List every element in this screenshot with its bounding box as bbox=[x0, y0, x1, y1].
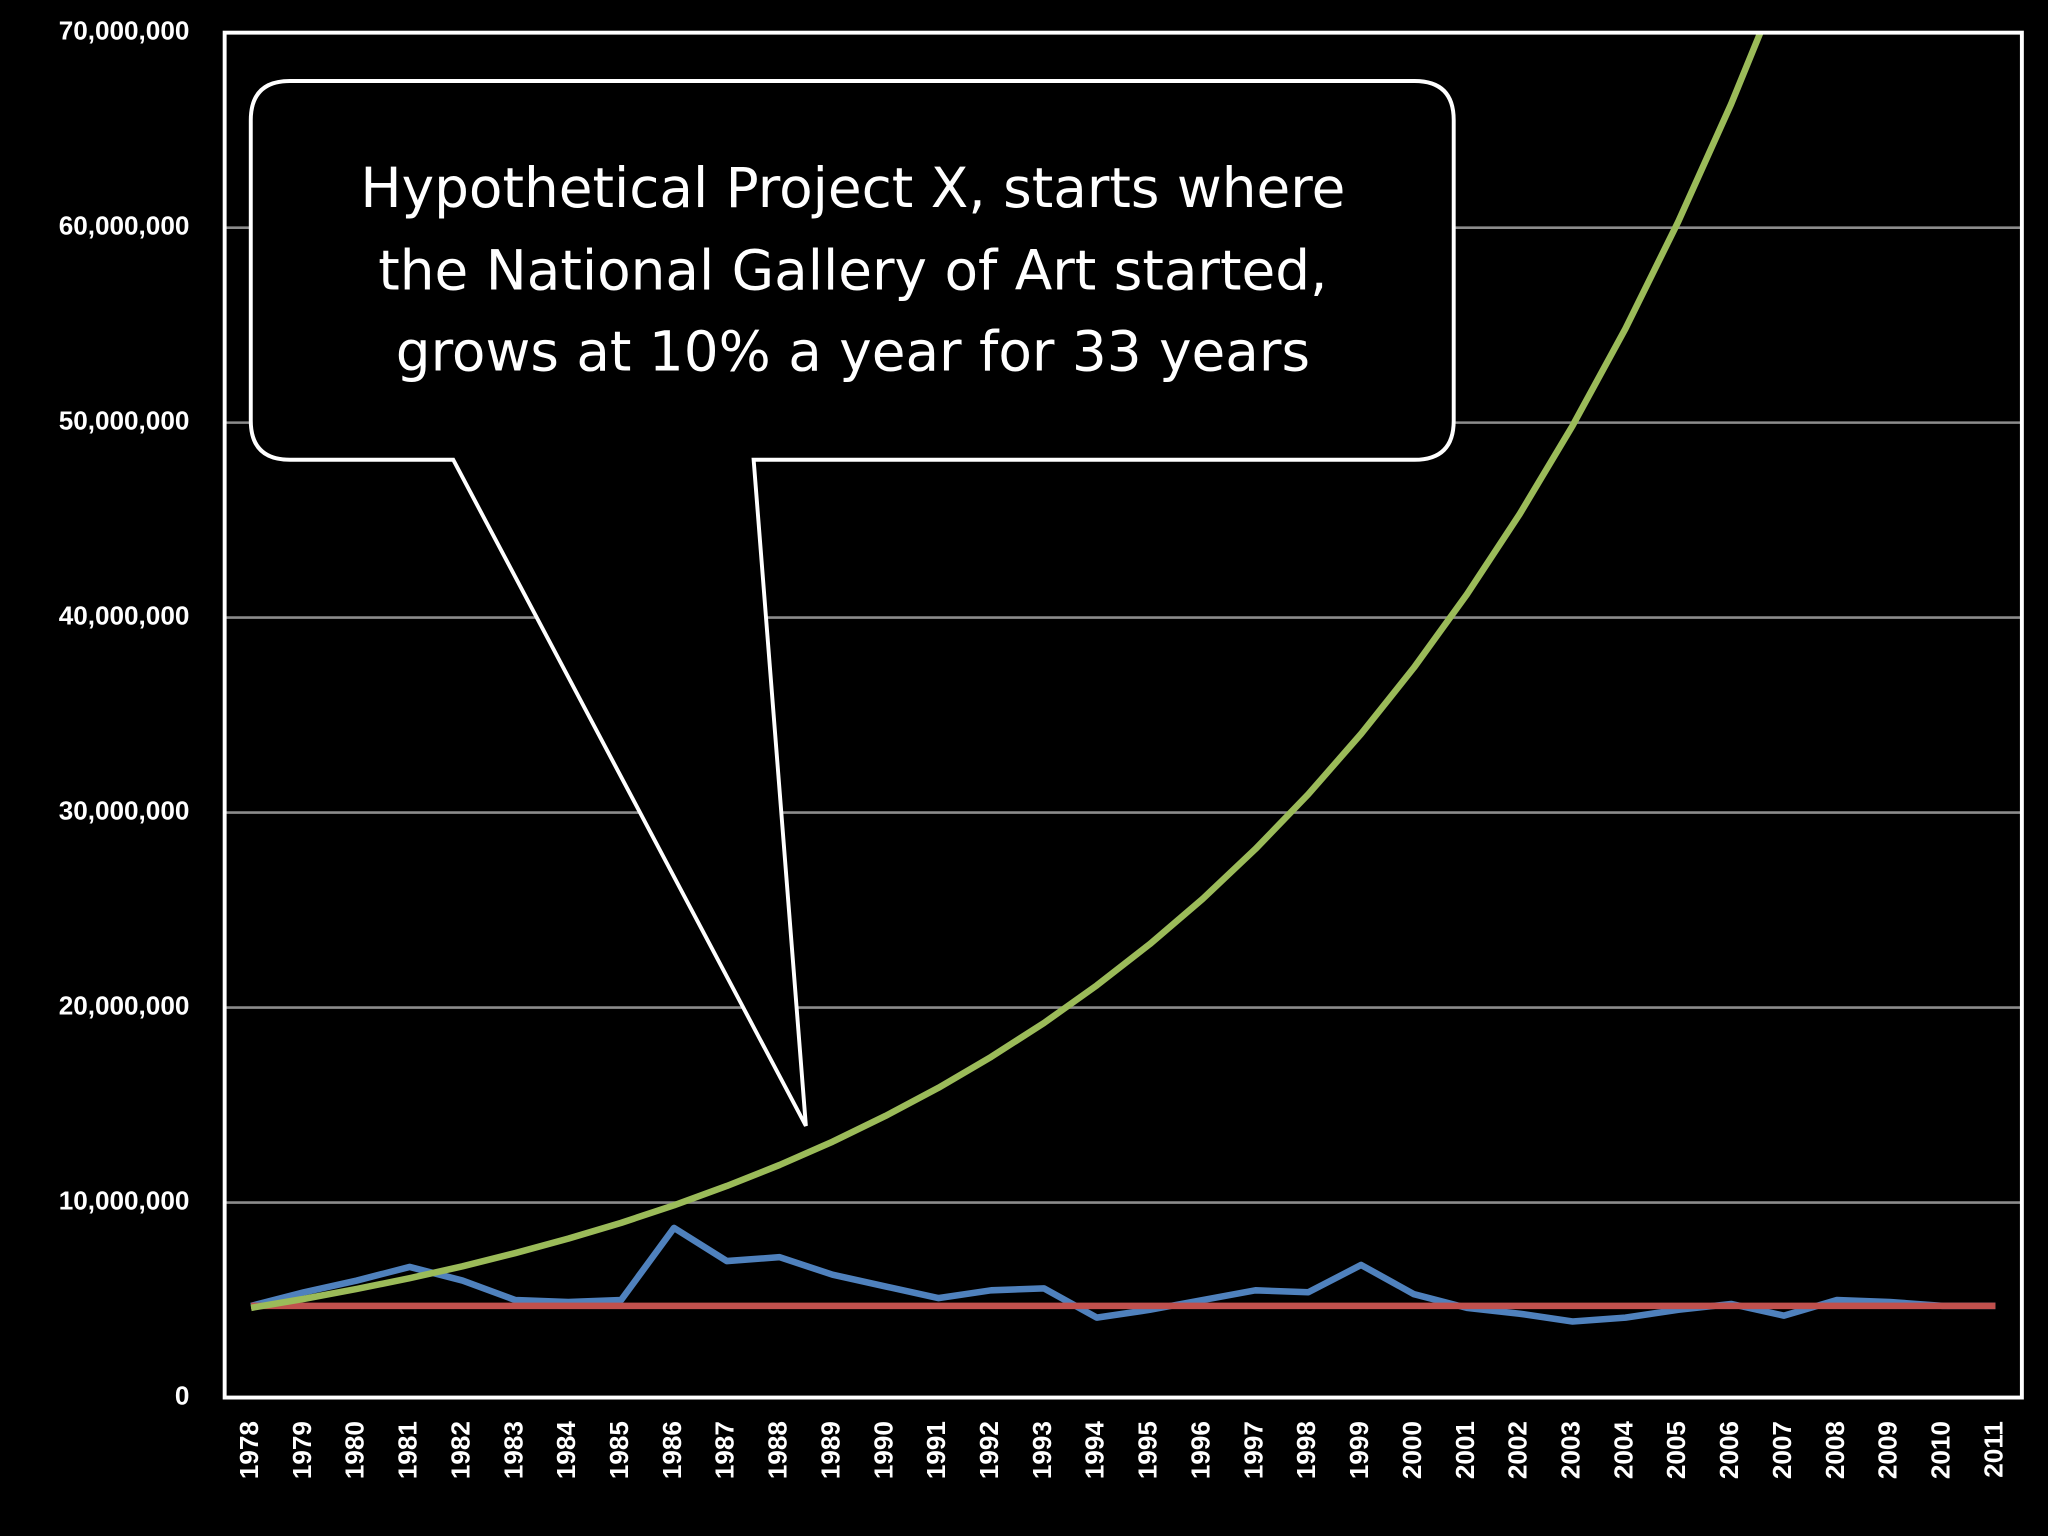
x-tick-label: 2003 bbox=[1555, 1421, 1585, 1479]
x-tick-label: 1986 bbox=[657, 1421, 687, 1479]
x-tick-label: 2009 bbox=[1873, 1421, 1903, 1479]
annotation-line: grows at 10% a year for 33 years bbox=[396, 319, 1310, 383]
x-tick-label: 1980 bbox=[340, 1421, 370, 1479]
y-tick-label: 50,000,000 bbox=[59, 406, 190, 436]
x-tick-label: 1994 bbox=[1080, 1421, 1110, 1480]
y-tick-label: 40,000,000 bbox=[59, 601, 190, 631]
x-tick-label: 2010 bbox=[1925, 1421, 1955, 1479]
x-tick-label: 2011 bbox=[1978, 1421, 2008, 1478]
x-tick-label: 2008 bbox=[1820, 1421, 1850, 1479]
x-tick-label: 1999 bbox=[1344, 1421, 1374, 1479]
y-tick-label: 0 bbox=[175, 1380, 190, 1410]
x-tick-label: 1978 bbox=[234, 1421, 264, 1479]
plot-lines bbox=[250, 32, 1996, 1325]
y-tick-label: 70,000,000 bbox=[59, 16, 190, 46]
y-tick-label: 60,000,000 bbox=[59, 211, 190, 241]
x-tick-label: 1996 bbox=[1185, 1421, 1215, 1479]
x-tick-label: 1995 bbox=[1133, 1421, 1163, 1479]
speech-bubble bbox=[248, 79, 1456, 1127]
x-tick-label: 1983 bbox=[498, 1421, 528, 1479]
x-tick-label: 1997 bbox=[1238, 1421, 1268, 1479]
y-tick-label: 20,000,000 bbox=[59, 990, 190, 1020]
series-line bbox=[250, 32, 1764, 1312]
x-tick-label: 2007 bbox=[1767, 1421, 1797, 1479]
x-tick-label: 2002 bbox=[1503, 1421, 1533, 1479]
x-tick-label: 2001 bbox=[1450, 1421, 1480, 1479]
x-tick-label: 2000 bbox=[1397, 1421, 1427, 1479]
x-tick-label: 2005 bbox=[1661, 1421, 1691, 1479]
labels: 0 10,000,000 20,000,000 30,000,000 40,000,00… bbox=[59, 16, 2009, 1480]
x-tick-label: 1987 bbox=[710, 1421, 740, 1479]
x-tick-label: 2006 bbox=[1714, 1421, 1744, 1479]
callout: Hypothetical Project X, starts where the… bbox=[248, 79, 1456, 1127]
x-tick-label: 1998 bbox=[1291, 1421, 1321, 1479]
x-tick-label: 1984 bbox=[551, 1421, 581, 1480]
x-tick-label: 1985 bbox=[604, 1421, 634, 1479]
x-tick-label: 1990 bbox=[868, 1421, 898, 1479]
y-tick-label: 10,000,000 bbox=[59, 1185, 190, 1215]
x-tick-label: 1981 bbox=[393, 1421, 423, 1479]
x-tick-label: 1988 bbox=[763, 1421, 793, 1479]
annotation-line: Hypothetical Project X, starts where bbox=[360, 156, 1345, 220]
x-tick-label: 1993 bbox=[1027, 1421, 1057, 1479]
annotation-line: the National Gallery of Art started, bbox=[378, 238, 1327, 302]
x-tick-label: 1989 bbox=[815, 1421, 845, 1479]
y-tick-label: 30,000,000 bbox=[59, 796, 190, 826]
x-tick-label: 1991 bbox=[921, 1421, 951, 1479]
x-tick-label: 1982 bbox=[445, 1421, 475, 1479]
plot-frame bbox=[222, 30, 2024, 1400]
x-tick-label: 2004 bbox=[1608, 1421, 1638, 1480]
x-tick-label: 1992 bbox=[974, 1421, 1004, 1479]
x-tick-label: 1979 bbox=[287, 1421, 317, 1479]
